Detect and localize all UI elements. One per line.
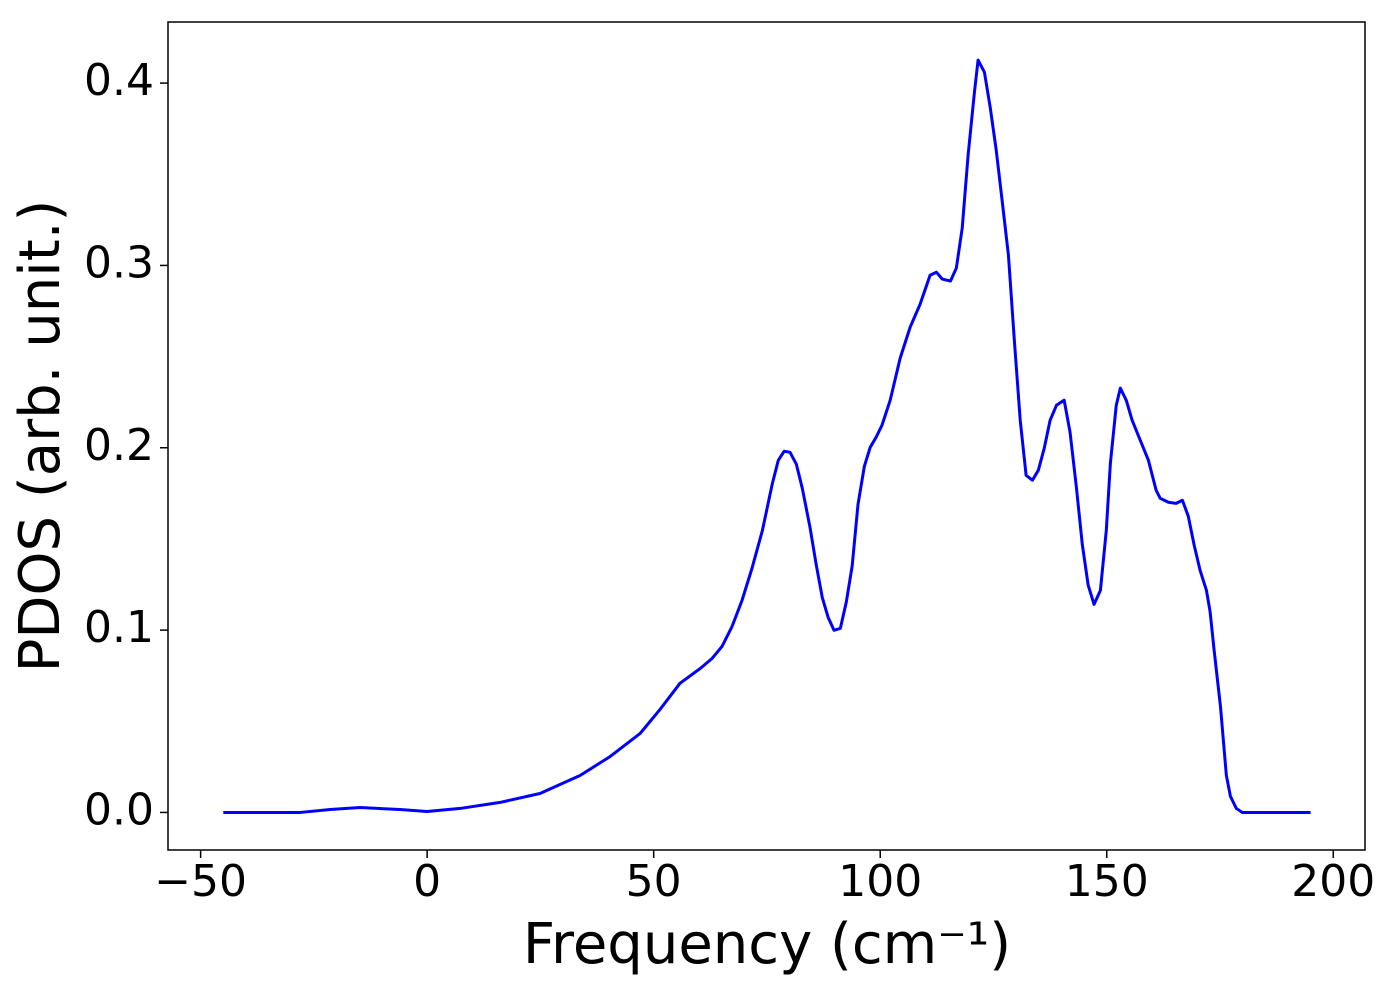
x-axis-label: Frequency (cm⁻¹) <box>523 912 1011 977</box>
x-tick-label: 0 <box>413 856 441 907</box>
y-tick-label: 0.1 <box>84 602 154 653</box>
y-axis-label: PDOS (arb. unit.) <box>8 200 73 673</box>
x-tick-label: 150 <box>1065 856 1149 907</box>
x-tick-label: 200 <box>1291 856 1375 907</box>
x-tick-label: 100 <box>838 856 922 907</box>
x-tick-label: −50 <box>154 856 247 907</box>
plot-frame <box>167 21 1366 851</box>
data-line <box>223 58 1311 814</box>
y-tick-label: 0.3 <box>84 237 154 288</box>
y-tick-label: 0.2 <box>84 420 154 471</box>
y-tick-label: 0.0 <box>84 784 154 835</box>
x-tick-label: 50 <box>626 856 682 907</box>
y-tick-label: 0.4 <box>84 55 154 106</box>
